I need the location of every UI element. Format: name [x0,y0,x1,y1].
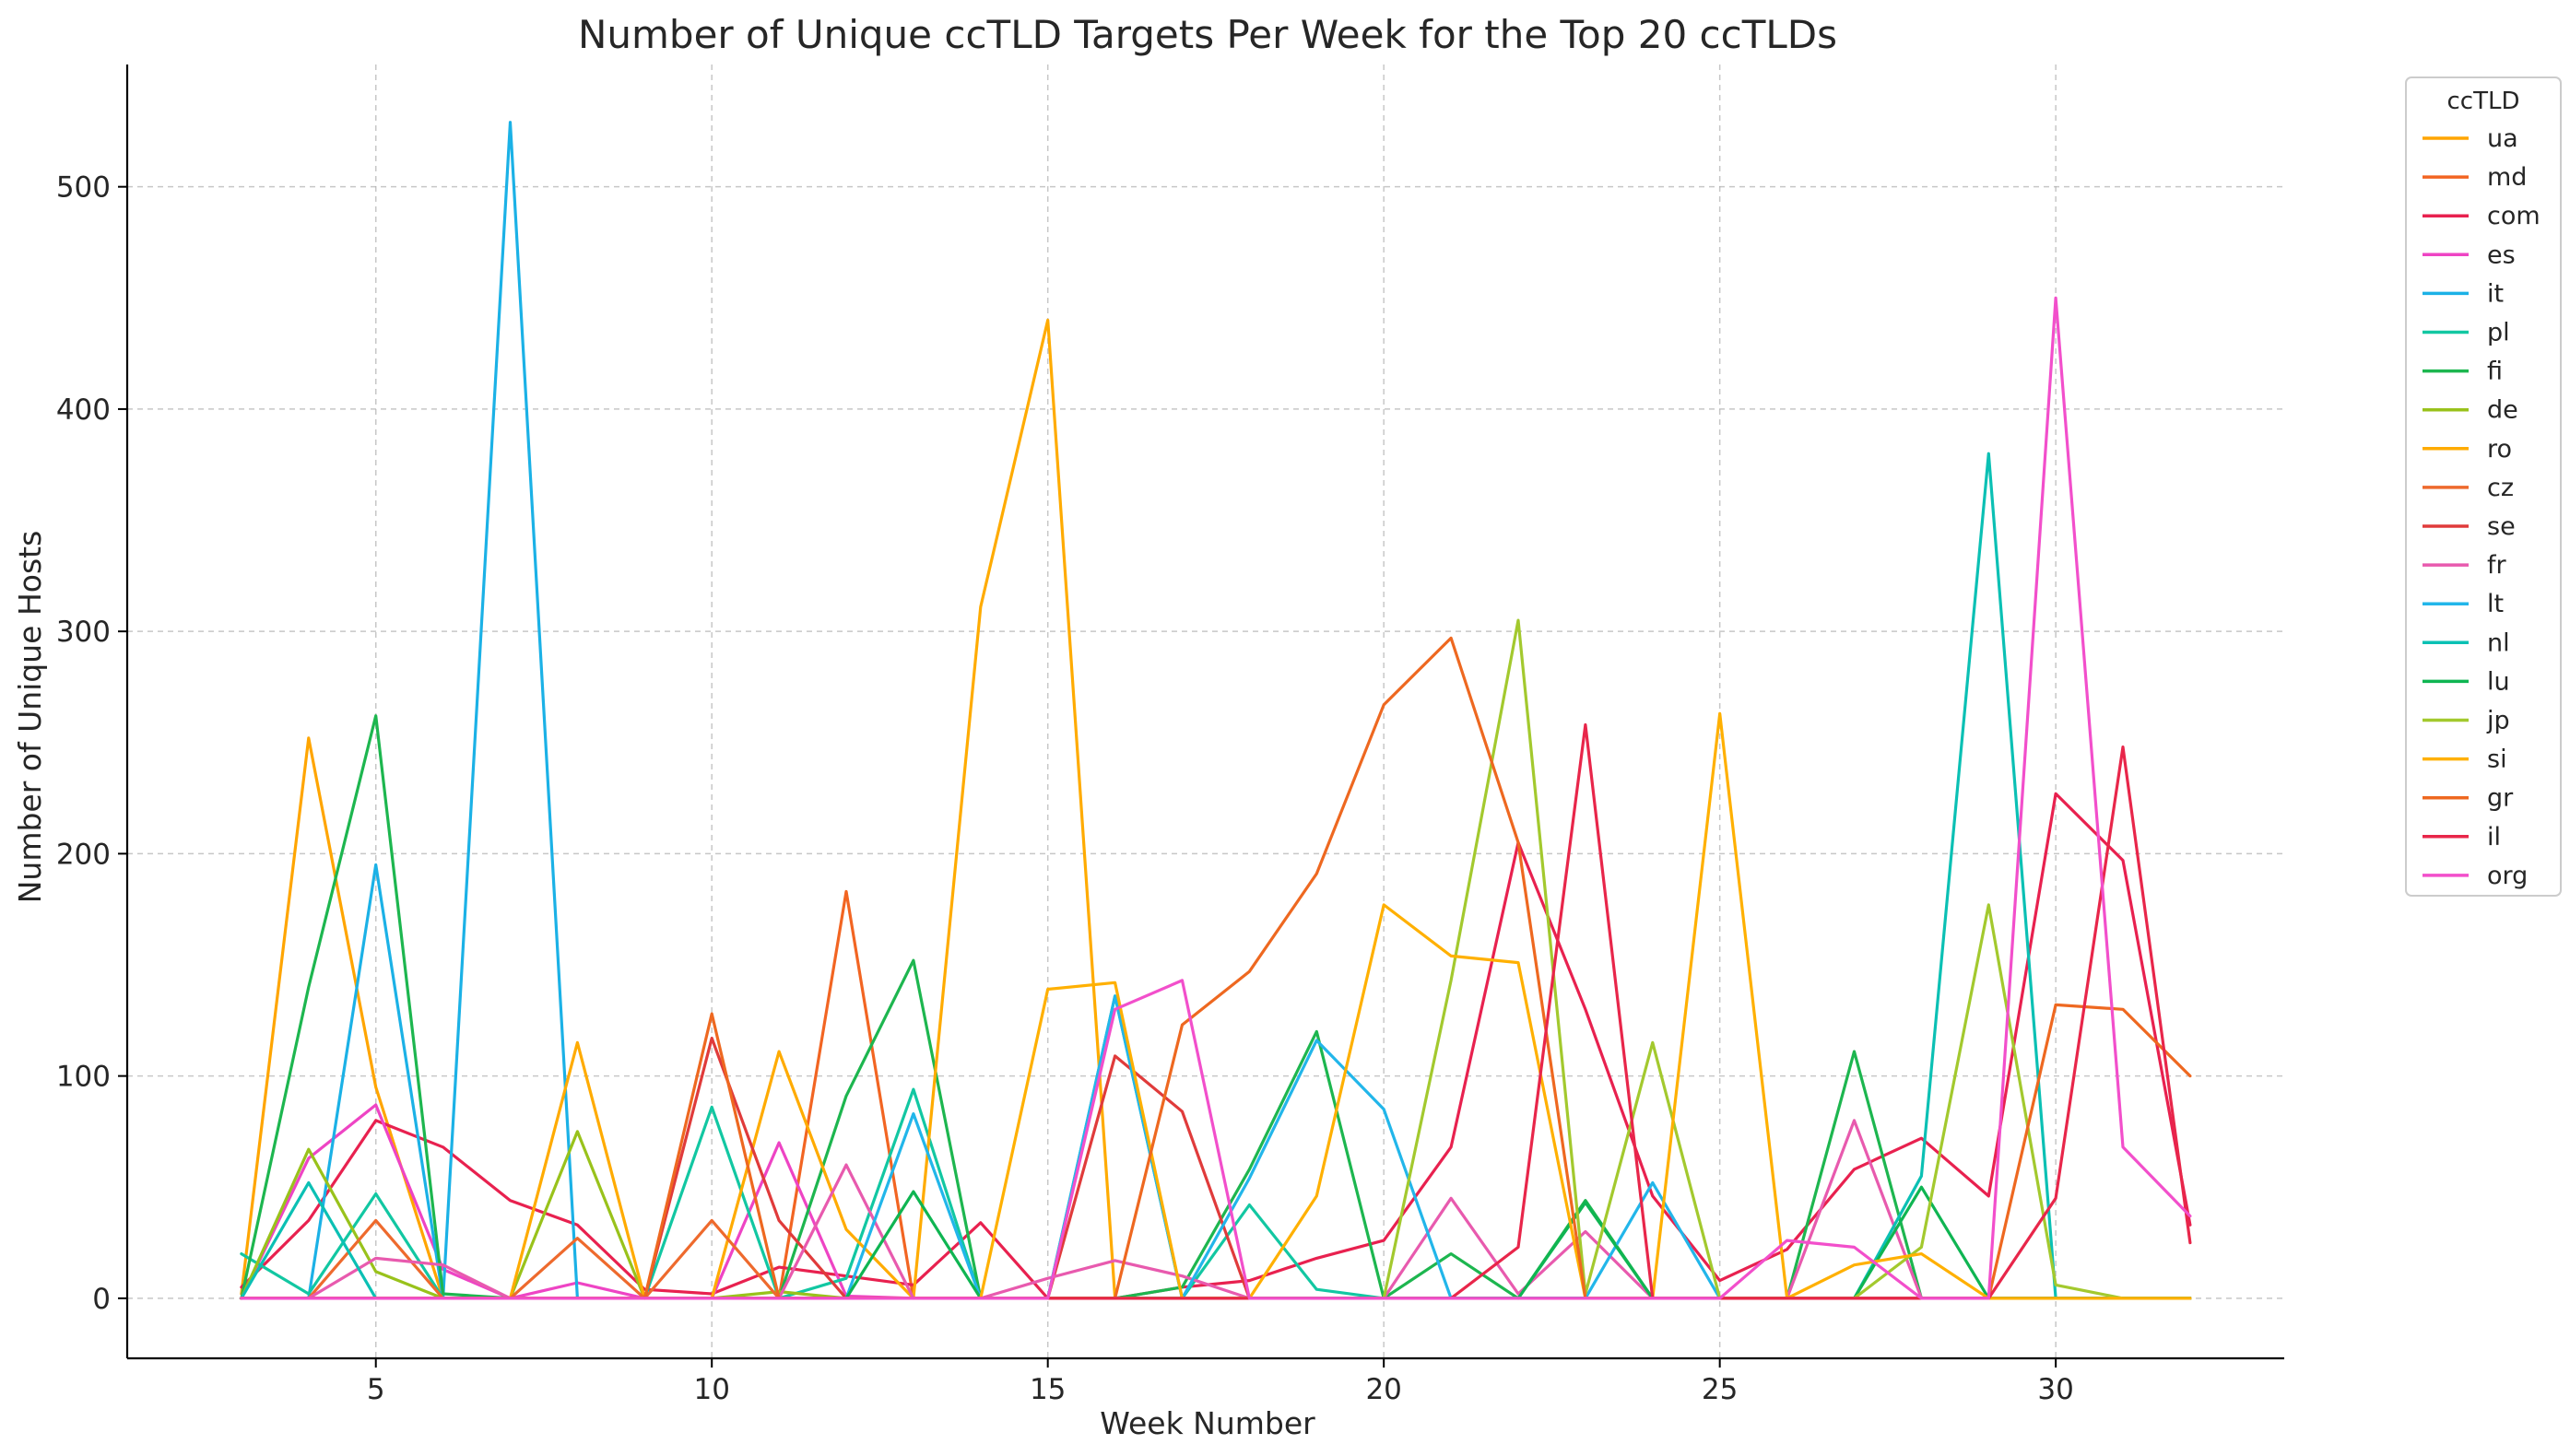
legend-label: ua [2487,124,2518,153]
legend-entry-gr: gr [2423,784,2514,813]
x-tick-label: 10 [693,1373,729,1406]
y-tick-label: 400 [56,393,111,427]
legend-label: es [2487,241,2516,269]
legend-entry-ro: ro [2423,435,2512,464]
legend-entry-si: si [2423,746,2507,774]
legend-entry-pl: pl [2423,319,2510,347]
legend-entry-se: se [2423,512,2516,541]
legend-label: fi [2487,358,2503,386]
chart-title: Number of Unique ccTLD Targets Per Week … [578,12,1837,57]
legend-entries: ua md com es it pl fi de ro cz se fr lt nl lu jp si gr il o… [2423,124,2541,890]
legend-entry-fr: fr [2423,551,2507,580]
y-tick-label: 300 [56,616,111,649]
series-lines [240,121,2192,1300]
x-tick-label: 15 [1030,1373,1066,1406]
legend-label: il [2487,823,2501,851]
legend-entry-lt: lt [2423,590,2504,618]
legend-label: org [2487,862,2528,890]
legend-label: si [2487,746,2507,774]
legend-title: ccTLD [2447,88,2520,115]
legend-entry-il: il [2423,823,2501,851]
legend-label: de [2487,396,2518,425]
legend-label: nl [2487,628,2510,657]
y-axis-label: Number of Unique Hosts [12,531,48,904]
legend-entry-org: org [2423,862,2528,890]
y-tick-label: 200 [56,838,111,871]
legend-entry-de: de [2423,396,2518,425]
legend-label: md [2487,163,2527,192]
x-tick-label: 30 [2037,1373,2073,1406]
legend-label: fr [2487,551,2507,580]
y-tick-label: 100 [56,1061,111,1094]
series-line-org [240,296,2192,1300]
x-tick-label: 20 [1365,1373,1401,1406]
legend: ccTLD ua md com es it pl fi de ro cz se fr lt nl lu jp s… [2405,76,2562,897]
legend-entry-it: it [2423,279,2504,308]
legend-label: se [2487,512,2516,541]
y-tick-label: 0 [92,1283,111,1316]
legend-label: com [2487,202,2541,230]
legend-label: it [2487,279,2504,308]
legend-label: pl [2487,319,2510,347]
x-axis-label: Week Number [1100,1405,1315,1441]
legend-label: gr [2487,784,2514,813]
x-tick-label: 5 [367,1373,385,1406]
x-tick-label: 25 [1702,1373,1738,1406]
legend-entry-com: com [2423,202,2541,230]
legend-entry-nl: nl [2423,628,2510,657]
legend-label: lt [2487,590,2504,618]
series-line-com [240,792,2192,1300]
legend-label: ro [2487,435,2512,464]
legend-entry-jp: jp [2423,707,2510,735]
legend-entry-md: md [2423,163,2527,192]
legend-label: lu [2487,667,2510,696]
y-tick-label: 500 [56,171,111,205]
legend-label: jp [2486,707,2510,735]
legend-entry-lu: lu [2423,667,2510,696]
legend-entry-fi: fi [2423,358,2503,386]
legend-box [2405,76,2562,897]
axes [125,65,2284,1360]
legend-entry-es: es [2423,241,2516,269]
legend-label: cz [2487,474,2514,502]
legend-entry-ua: ua [2423,124,2518,153]
legend-entry-cz: cz [2423,474,2514,502]
